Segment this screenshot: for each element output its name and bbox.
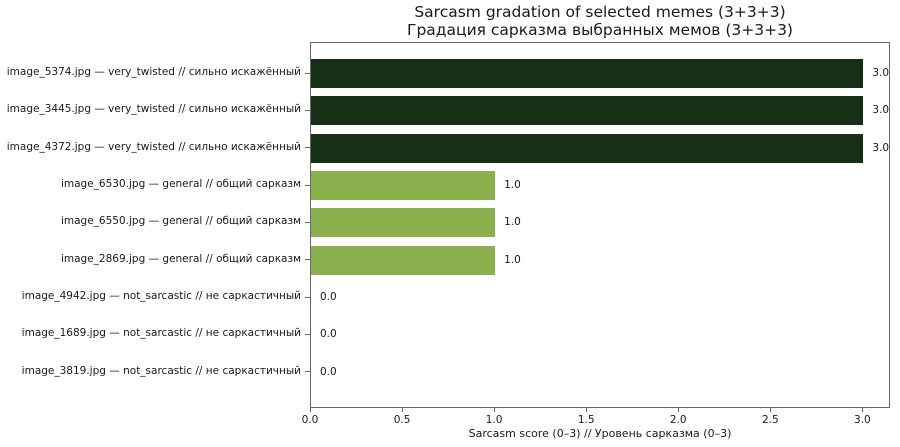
- x-tick-label: 0.5: [393, 414, 411, 426]
- chart-title-line2: Градация сарказма выбранных мемов (3+3+3…: [407, 20, 793, 39]
- x-axis-label: Sarcasm score (0–3) // Уровень сарказма …: [468, 427, 732, 440]
- y-tick-label: image_6530.jpg — general // общий сарказ…: [60, 178, 301, 191]
- plot-area: 3.0 3.0 3.0 1.0 1.0 1.0 0.0 0.0 0.0: [310, 42, 890, 408]
- y-tick-mark: [305, 296, 310, 298]
- bar-value-label: 1.0: [504, 216, 521, 229]
- bar-value-label: 0.0: [320, 328, 337, 341]
- bar: [311, 59, 864, 88]
- x-tick-mark: [770, 408, 772, 412]
- y-tick-label: image_5374.jpg — very_twisted // сильно …: [6, 66, 301, 78]
- bar: [311, 133, 864, 163]
- bar-value-label: 1.0: [504, 179, 521, 192]
- bar-value-label: 3.0: [872, 141, 890, 154]
- y-tick-label: image_4942.jpg — not_sarcastic // не сар…: [21, 290, 301, 303]
- chart-title-line1: Sarcasm gradation of selected memes (3+3…: [414, 3, 786, 21]
- chart-title: Sarcasm gradation of selected memes (3+3…: [310, 3, 890, 39]
- bar-value-label: 3.0: [872, 67, 890, 79]
- y-tick-mark: [305, 147, 310, 149]
- x-tick-label: 1.5: [577, 414, 595, 426]
- y-tick-label: image_1689.jpg — not_sarcastic // не сар…: [21, 327, 301, 340]
- y-tick-mark: [305, 72, 310, 74]
- bar-value-label: 0.0: [320, 291, 337, 304]
- x-tick-label: 0.0: [301, 414, 319, 426]
- y-tick-mark: [305, 371, 310, 373]
- bar: [311, 171, 496, 201]
- x-tick-label: 3.0: [854, 414, 871, 426]
- bar-value-label: 1.0: [504, 253, 521, 266]
- x-tick-mark: [494, 408, 496, 412]
- bar-value-label: 0.0: [320, 365, 337, 378]
- y-tick-mark: [305, 333, 310, 335]
- y-tick-label: image_2869.jpg — general // общий сарказ…: [60, 252, 301, 265]
- y-tick-mark: [305, 259, 310, 261]
- y-tick-label: image_3819.jpg — not_sarcastic // не сар…: [21, 364, 301, 377]
- bar: [311, 245, 496, 275]
- y-tick-label: image_6550.jpg — general // общий сарказ…: [60, 215, 301, 228]
- x-tick-mark: [402, 408, 404, 412]
- x-tick-label: 2.5: [761, 414, 779, 426]
- x-tick-label: 2.0: [669, 414, 687, 426]
- bar: [311, 208, 496, 238]
- x-tick-mark: [586, 408, 588, 412]
- bar: [311, 96, 864, 126]
- x-tick-mark: [310, 408, 311, 412]
- y-tick-label: image_3445.jpg — very_twisted // сильно …: [6, 103, 301, 116]
- bar-value-label: 3.0: [872, 104, 890, 117]
- x-tick-mark: [862, 408, 864, 412]
- y-tick-mark: [305, 109, 310, 111]
- x-tick-mark: [678, 408, 680, 412]
- y-tick-mark: [305, 221, 310, 223]
- y-tick-mark: [305, 184, 310, 186]
- x-tick-label: 1.0: [485, 414, 503, 426]
- y-tick-label: image_4372.jpg — very_twisted // сильно …: [6, 140, 301, 153]
